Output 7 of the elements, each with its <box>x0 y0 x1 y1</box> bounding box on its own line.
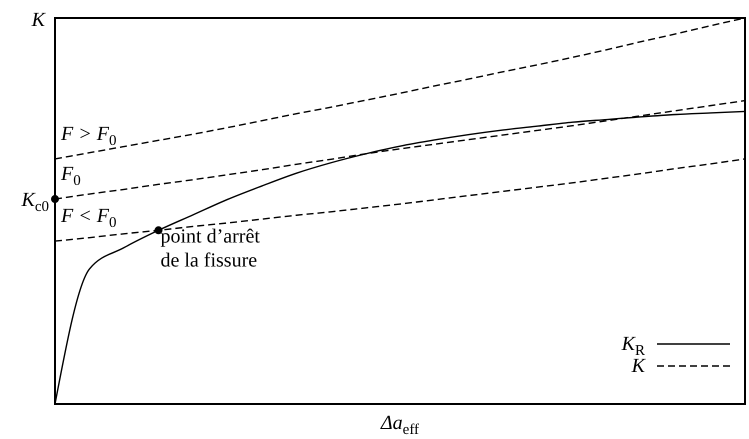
text: K$_{c0}$ <box>20 189 49 215</box>
annotation: F < F$_{0}$ <box>60 205 116 231</box>
annotation: point d’arrêt de la fissure <box>160 225 260 272</box>
annotation: F$_{0}$ <box>60 163 81 189</box>
annotation: F > F$_{0}$ <box>60 122 116 148</box>
x-axis-title: Δa$_{eff}$ <box>380 412 420 438</box>
y-axis-title: K <box>30 9 47 31</box>
